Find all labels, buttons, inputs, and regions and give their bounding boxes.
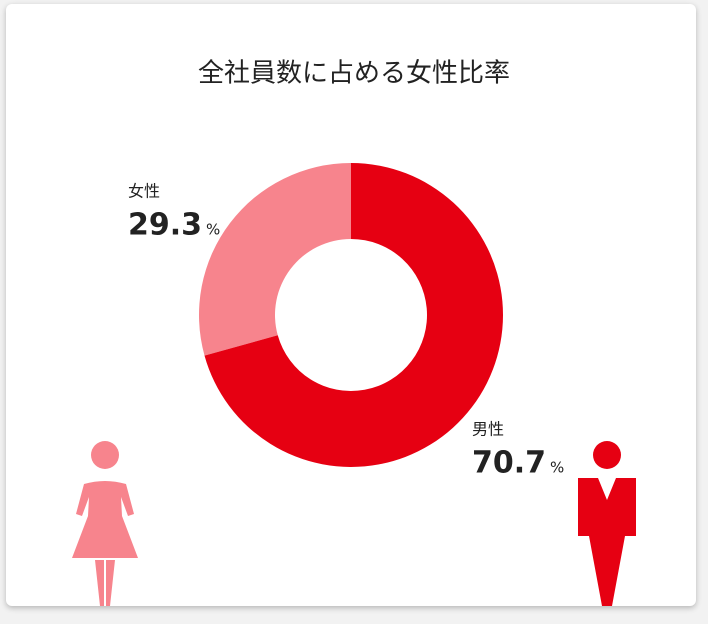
man-icon xyxy=(578,441,636,606)
donut-segment xyxy=(199,163,351,356)
woman-icon xyxy=(72,441,138,606)
donut-segment xyxy=(204,163,503,467)
unit-label: % xyxy=(550,459,564,477)
value-label: 29.3 xyxy=(128,208,202,243)
value-label: 70.7 xyxy=(472,446,546,481)
chart-title: 全社員数に占める女性比率 xyxy=(198,59,510,89)
unit-label: % xyxy=(206,221,220,239)
category-label: 女性 xyxy=(128,182,160,201)
category-label: 男性 xyxy=(472,420,504,439)
